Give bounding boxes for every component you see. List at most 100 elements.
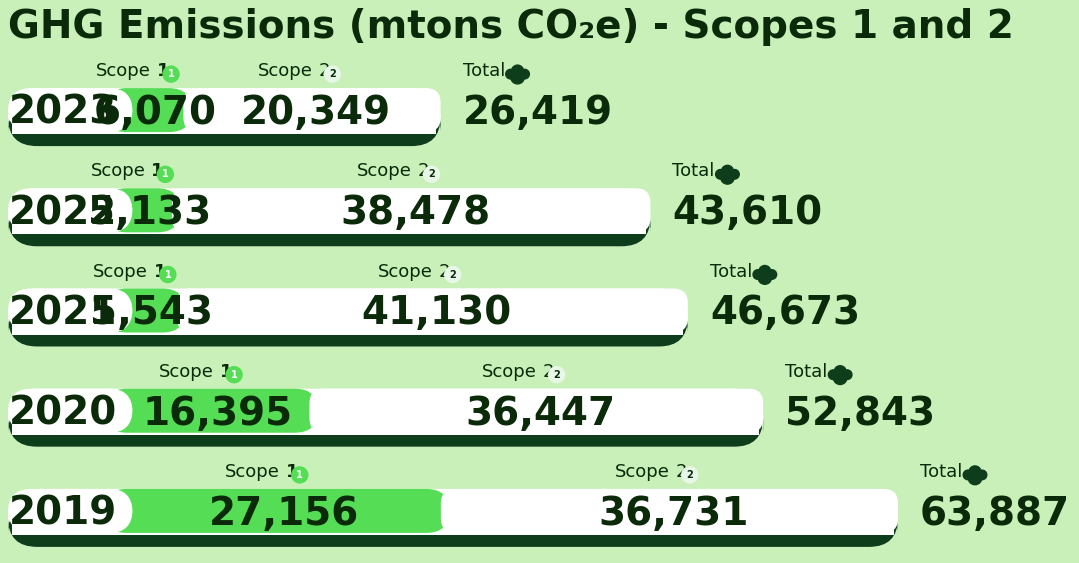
FancyBboxPatch shape: [8, 489, 133, 533]
FancyBboxPatch shape: [177, 288, 687, 333]
FancyBboxPatch shape: [104, 188, 180, 233]
Text: Scope: Scope: [357, 162, 411, 180]
FancyBboxPatch shape: [8, 103, 440, 146]
Text: 16,395: 16,395: [144, 395, 293, 432]
FancyBboxPatch shape: [8, 288, 133, 333]
Text: 1: 1: [154, 262, 166, 280]
Circle shape: [759, 266, 770, 278]
FancyBboxPatch shape: [8, 489, 898, 547]
Text: Total: Total: [786, 363, 828, 381]
FancyBboxPatch shape: [104, 489, 450, 533]
Text: Scope: Scope: [482, 363, 536, 381]
Text: 1: 1: [164, 270, 172, 279]
Text: 38,478: 38,478: [341, 194, 491, 232]
FancyBboxPatch shape: [8, 404, 763, 446]
Text: Total: Total: [463, 62, 505, 80]
FancyBboxPatch shape: [12, 502, 893, 535]
Text: Total: Total: [710, 262, 752, 280]
Text: Scope: Scope: [258, 62, 312, 80]
Text: 2: 2: [554, 370, 560, 379]
Circle shape: [510, 70, 524, 84]
Text: 36,447: 36,447: [466, 395, 616, 432]
FancyBboxPatch shape: [8, 288, 687, 346]
Text: 52,843: 52,843: [786, 395, 935, 432]
Text: 2: 2: [439, 262, 450, 280]
Circle shape: [753, 270, 763, 279]
Circle shape: [968, 471, 982, 485]
FancyBboxPatch shape: [12, 101, 436, 134]
Text: 1: 1: [158, 62, 169, 80]
Text: 5,133: 5,133: [87, 194, 211, 232]
Text: 2023: 2023: [9, 94, 118, 132]
Text: 1: 1: [231, 370, 237, 379]
Circle shape: [978, 470, 987, 480]
Text: 36,731: 36,731: [599, 495, 749, 533]
FancyBboxPatch shape: [12, 202, 646, 234]
Circle shape: [767, 270, 777, 279]
Text: 63,887: 63,887: [920, 495, 1070, 533]
FancyBboxPatch shape: [8, 88, 133, 132]
Text: Total: Total: [672, 162, 714, 180]
Text: Scope: Scope: [93, 262, 148, 280]
FancyBboxPatch shape: [8, 303, 687, 346]
Text: GHG Emissions (mtons CO₂e) - Scopes 1 and 2: GHG Emissions (mtons CO₂e) - Scopes 1 an…: [8, 8, 1014, 46]
Text: Scope: Scope: [615, 463, 670, 481]
Circle shape: [424, 166, 439, 182]
FancyBboxPatch shape: [8, 504, 898, 547]
Text: 27,156: 27,156: [208, 495, 359, 533]
Circle shape: [511, 65, 523, 77]
FancyBboxPatch shape: [310, 388, 763, 433]
Text: Scope: Scope: [160, 363, 214, 381]
FancyBboxPatch shape: [183, 88, 440, 132]
Text: 1: 1: [220, 363, 233, 381]
Text: 2: 2: [675, 463, 687, 481]
Circle shape: [160, 266, 176, 283]
Circle shape: [833, 371, 847, 385]
Text: 1: 1: [286, 463, 298, 481]
FancyBboxPatch shape: [8, 188, 133, 233]
Text: Total: Total: [920, 463, 962, 481]
Circle shape: [445, 266, 461, 283]
Circle shape: [829, 370, 838, 379]
Circle shape: [291, 467, 308, 483]
Circle shape: [721, 171, 734, 184]
Text: 2: 2: [686, 470, 693, 480]
Text: 1: 1: [162, 169, 168, 179]
FancyBboxPatch shape: [104, 388, 318, 433]
Text: 2: 2: [428, 169, 435, 179]
Text: 2: 2: [329, 69, 336, 79]
Text: 2: 2: [449, 270, 456, 279]
FancyBboxPatch shape: [12, 402, 759, 435]
Circle shape: [729, 169, 739, 179]
Text: 1: 1: [297, 470, 303, 480]
Text: 1: 1: [151, 162, 164, 180]
Circle shape: [969, 466, 981, 478]
Circle shape: [722, 166, 734, 177]
FancyBboxPatch shape: [104, 88, 192, 132]
Text: 46,673: 46,673: [710, 294, 860, 332]
Text: Scope: Scope: [224, 463, 279, 481]
FancyBboxPatch shape: [172, 188, 651, 233]
Circle shape: [163, 66, 179, 82]
Text: 2: 2: [543, 363, 555, 381]
Text: Scope: Scope: [378, 262, 433, 280]
Text: Scope: Scope: [96, 62, 151, 80]
Text: 20,349: 20,349: [242, 94, 392, 132]
FancyBboxPatch shape: [104, 288, 186, 333]
Circle shape: [843, 370, 852, 379]
Circle shape: [325, 66, 340, 82]
FancyBboxPatch shape: [8, 388, 763, 446]
Circle shape: [548, 367, 564, 383]
Text: 2: 2: [318, 62, 330, 80]
FancyBboxPatch shape: [12, 302, 683, 334]
Text: 2022: 2022: [9, 194, 118, 232]
Circle shape: [506, 69, 516, 79]
Circle shape: [964, 470, 973, 480]
Circle shape: [682, 467, 698, 483]
FancyBboxPatch shape: [8, 188, 651, 246]
Text: 1: 1: [167, 69, 175, 79]
FancyBboxPatch shape: [8, 388, 133, 433]
Circle shape: [834, 366, 846, 378]
Text: 2: 2: [418, 162, 429, 180]
Text: 43,610: 43,610: [672, 194, 822, 232]
